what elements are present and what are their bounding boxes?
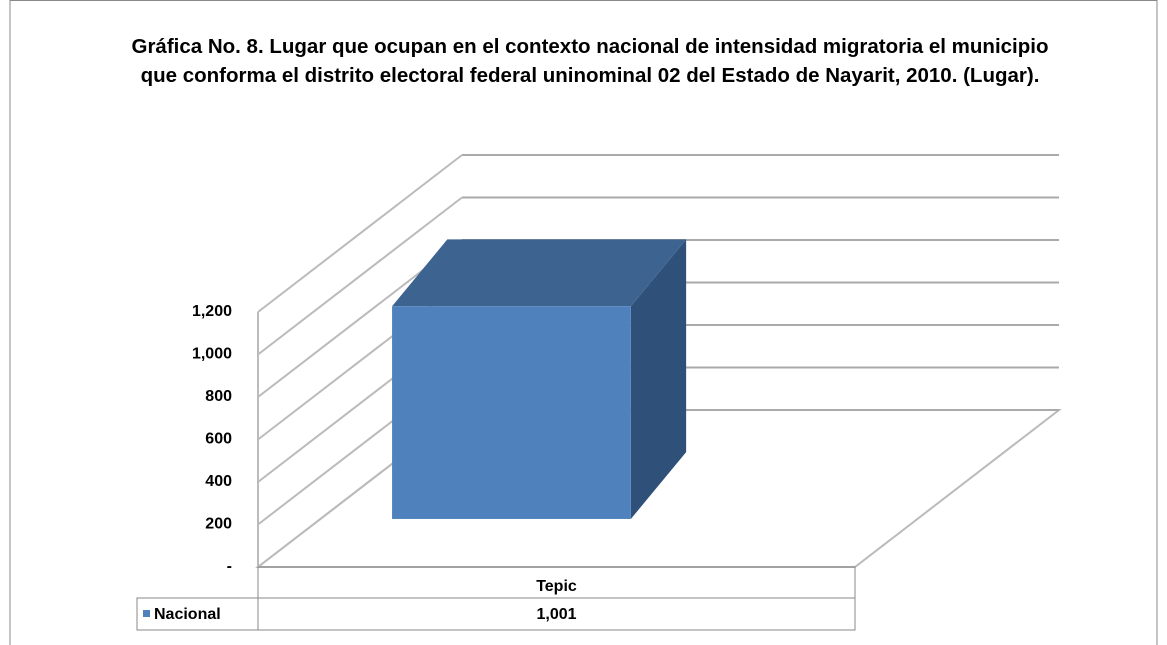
legend-label: Nacional — [154, 606, 221, 623]
data-label: 1,001 — [536, 606, 576, 623]
bar-side — [630, 239, 687, 519]
grid-line-side — [257, 196, 463, 356]
chart-frame — [9, 0, 1158, 645]
grid-line-side — [257, 154, 463, 313]
y-tick-label: - — [227, 558, 232, 575]
table-row — [257, 597, 856, 631]
y-tick-label: 200 — [205, 516, 232, 533]
bar — [392, 306, 631, 519]
x-tick-label: Tepic — [536, 578, 577, 595]
y-tick-label: 600 — [205, 431, 232, 448]
y-tick-label: 400 — [205, 473, 232, 490]
y-tick-label: 1,200 — [192, 303, 232, 320]
legend-swatch — [143, 610, 150, 617]
y-tick-label: 800 — [205, 388, 232, 405]
chart-title: Gráfica No. 8. Lugar que ocupan en el co… — [131, 35, 1049, 87]
y-tick-label: 1,000 — [192, 346, 232, 363]
bar-top — [392, 239, 687, 307]
